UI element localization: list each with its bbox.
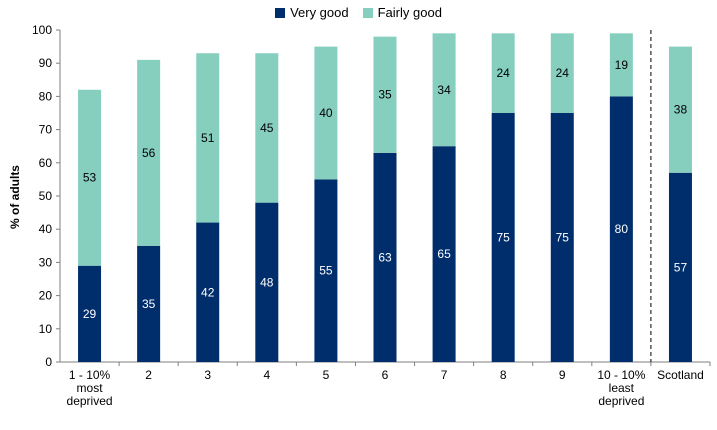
y-tick-label: 50 [39, 189, 53, 203]
x-tick-label: 3 [204, 368, 211, 382]
bar-very-good [668, 172, 692, 362]
bar-very-good [314, 179, 338, 362]
x-tick-label: 8 [500, 368, 507, 382]
bar-fairly-good [78, 89, 102, 266]
y-tick-label: 0 [45, 355, 52, 369]
legend-label-fairly-good: Fairly good [377, 5, 442, 20]
data-label-very-good: 75 [497, 231, 511, 245]
x-tick-label: deprived [67, 394, 113, 408]
bar-very-good [137, 245, 161, 362]
legend-item-fairly-good: Fairly good [362, 5, 442, 20]
legend-swatch-very-good [275, 7, 286, 18]
data-label-fairly-good: 56 [142, 146, 156, 160]
y-tick-label: 90 [39, 56, 53, 70]
y-tick-label: 30 [39, 255, 53, 269]
bar-very-good [196, 222, 220, 362]
bar-fairly-good [550, 33, 574, 113]
bar-very-good [255, 202, 279, 362]
y-tick-label: 70 [39, 123, 53, 137]
bar-very-good [78, 265, 102, 362]
bar-fairly-good [668, 46, 692, 173]
legend: Very good Fairly good [0, 5, 717, 20]
x-tick-label: 1 - 10% [69, 368, 111, 382]
bar-very-good [491, 113, 515, 362]
x-tick-label: 5 [323, 368, 330, 382]
data-label-very-good: 55 [319, 264, 333, 278]
y-tick-label: 20 [39, 289, 53, 303]
data-label-fairly-good: 53 [83, 171, 97, 185]
data-label-very-good: 65 [437, 247, 451, 261]
legend-swatch-fairly-good [362, 7, 373, 18]
bar-fairly-good [373, 36, 397, 153]
bar-fairly-good [432, 33, 456, 147]
data-label-very-good: 29 [83, 307, 97, 321]
y-tick-label: 80 [39, 89, 53, 103]
bar-fairly-good [196, 53, 220, 223]
y-tick-label: 100 [32, 23, 52, 37]
y-tick-label: 60 [39, 156, 53, 170]
y-tick-label: 10 [39, 322, 53, 336]
bar-very-good [432, 146, 456, 362]
x-tick-label: Scotland [657, 368, 704, 382]
data-label-fairly-good: 38 [674, 103, 688, 117]
legend-label-very-good: Very good [290, 5, 349, 20]
data-label-very-good: 57 [674, 260, 688, 274]
data-label-fairly-good: 19 [615, 58, 629, 72]
bar-fairly-good [314, 46, 338, 180]
x-tick-label: most [77, 381, 104, 395]
data-label-fairly-good: 34 [437, 83, 451, 97]
bar-very-good [550, 113, 574, 362]
bar-fairly-good [491, 33, 515, 113]
data-label-fairly-good: 24 [497, 66, 511, 80]
bar-fairly-good [137, 59, 161, 246]
x-tick-label: 9 [559, 368, 566, 382]
data-label-very-good: 63 [378, 250, 392, 264]
data-label-very-good: 75 [556, 231, 570, 245]
data-label-fairly-good: 35 [378, 88, 392, 102]
data-label-very-good: 80 [615, 222, 629, 236]
data-label-fairly-good: 45 [260, 121, 274, 135]
y-tick-label: 40 [39, 222, 53, 236]
x-tick-label: 10 - 10% [597, 368, 645, 382]
data-label-very-good: 42 [201, 285, 215, 299]
data-label-very-good: 35 [142, 297, 156, 311]
x-tick-label: 7 [441, 368, 448, 382]
x-tick-label: deprived [598, 394, 644, 408]
bar-very-good [373, 152, 397, 362]
data-label-fairly-good: 24 [556, 66, 570, 80]
legend-item-very-good: Very good [275, 5, 349, 20]
bar-fairly-good [255, 53, 279, 203]
x-tick-label: 4 [263, 368, 270, 382]
bar-very-good [609, 96, 633, 363]
x-tick-label: 2 [145, 368, 152, 382]
bar-fairly-good [609, 33, 633, 97]
x-tick-label: 6 [382, 368, 389, 382]
data-label-fairly-good: 51 [201, 131, 215, 145]
data-label-very-good: 48 [260, 275, 274, 289]
x-tick-label: least [609, 381, 635, 395]
data-label-fairly-good: 40 [319, 106, 333, 120]
